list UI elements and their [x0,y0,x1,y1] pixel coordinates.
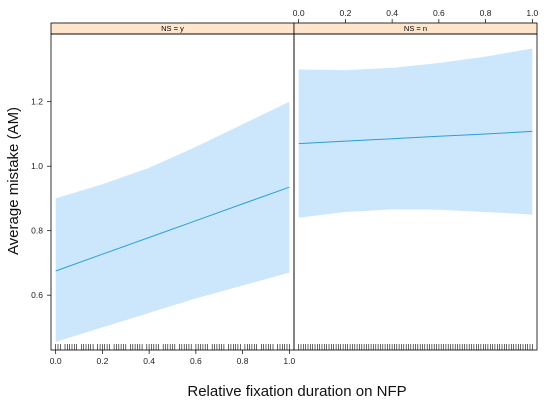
x-tick-label: 0.8 [237,356,249,366]
x-tick-label: 0.0 [50,356,62,366]
x-tick-label: 0.8 [480,8,492,18]
x-tick-label: 0.0 [293,8,305,18]
y-tick-label: 1.2 [31,97,43,107]
rug-panel-1 [55,344,290,350]
rug-panel-2 [298,344,533,350]
strip-label-panel-2: NS = n [404,24,427,33]
x-tick-label: 0.4 [386,8,398,18]
x-tick-label: 0.2 [96,356,108,366]
y-axis-title: Average mistake (AM) [5,107,22,255]
x-tick-label: 0.2 [339,8,351,18]
x-tick-label: 0.6 [433,8,445,18]
x-tick-label: 0.4 [143,356,155,366]
x-axis-title: Relative fixation duration on NFP [187,383,406,400]
confidence-band-panel-2 [298,48,533,218]
x-tick-label: 0.6 [190,356,202,366]
panel-1: NS = y 0.0 0.2 0.4 0.6 0.8 1.0 [50,22,296,366]
fit-line-panel-2 [298,130,533,145]
y-tick-label: 0.8 [31,226,43,236]
y-tick-label: 1.0 [31,161,43,171]
plot-area: NS = y 0.0 0.2 0.4 0.6 0.8 1.0 NS = n 0.0 0.2 0.4 0… [31,8,538,366]
fit-line-panel-1 [55,186,290,272]
y-tick-label: 0.6 [31,290,43,300]
panel-2: NS = n 0.0 0.2 0.4 0.6 0.8 1.0 [293,8,539,351]
x-tick-label: 1.0 [526,8,538,18]
panel-frame-2 [293,33,538,351]
confidence-band-panel-1 [55,101,290,342]
strip-label-panel-1: NS = y [161,24,184,33]
x-tick-label: 1.0 [283,356,295,366]
